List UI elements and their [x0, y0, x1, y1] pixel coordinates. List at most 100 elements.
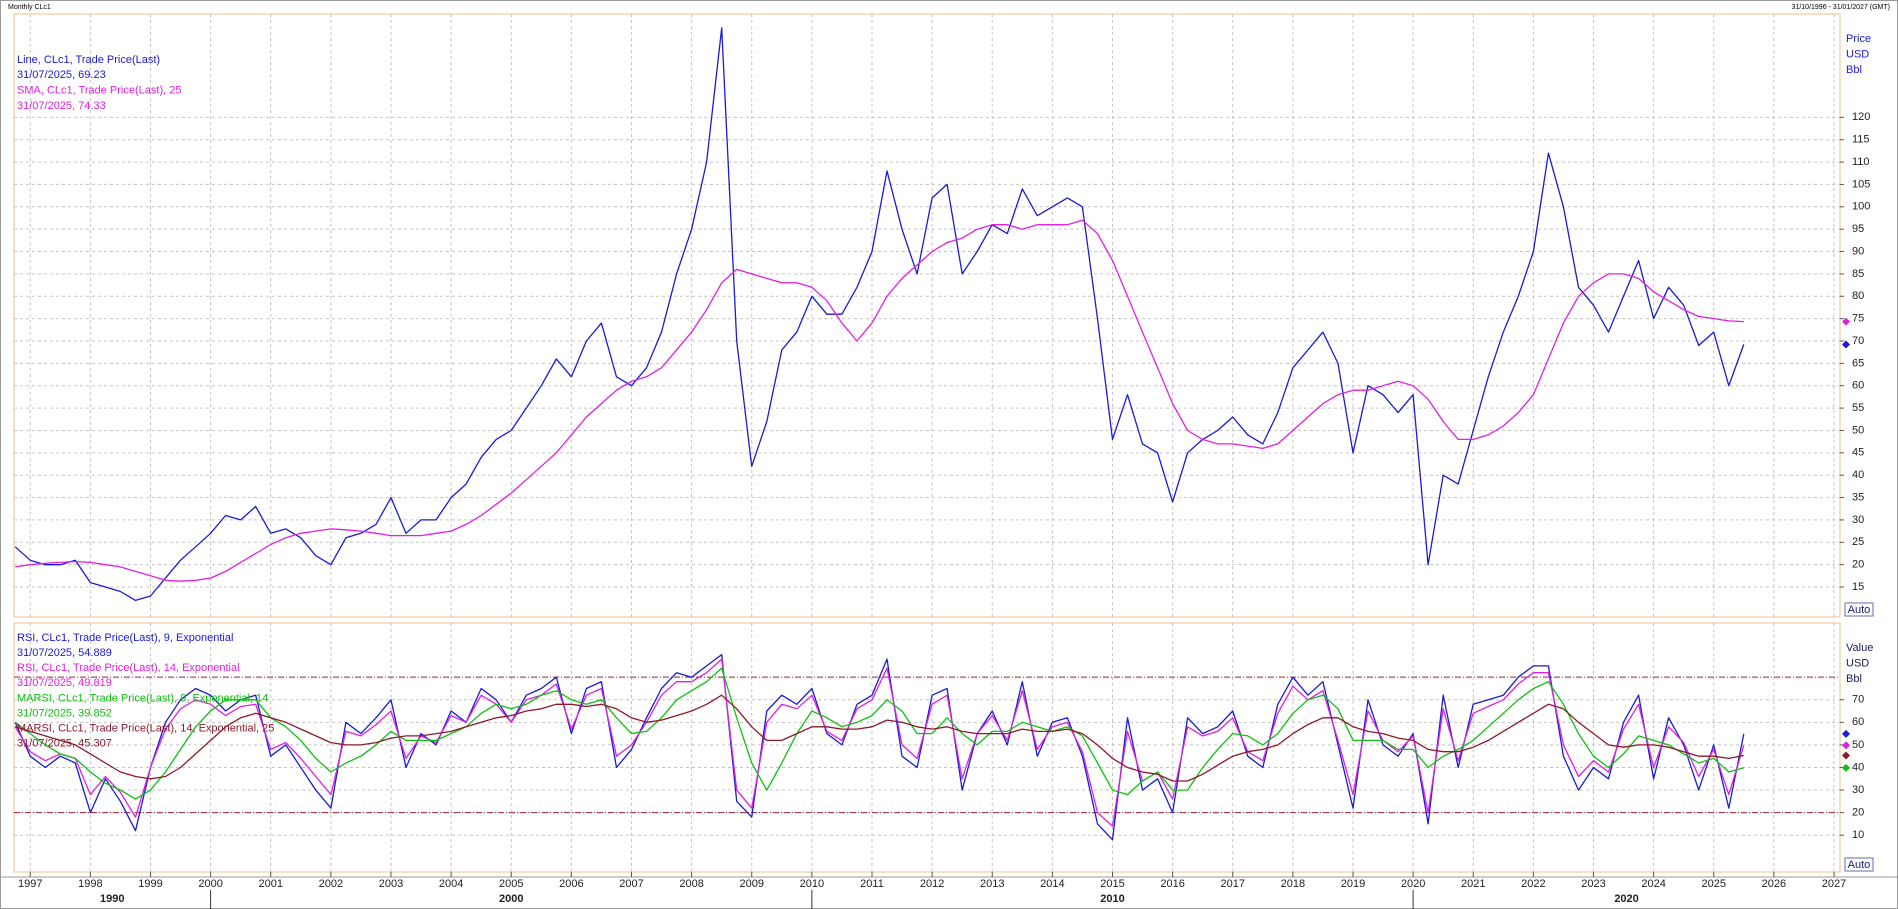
last-value-marker	[1842, 741, 1850, 750]
y-tick-label: 70	[1852, 335, 1864, 347]
x-tick-label: 2023	[1581, 878, 1605, 890]
x-tick-label: 2001	[258, 878, 282, 890]
y-tick-label: 40	[1852, 761, 1864, 773]
y-tick-label: 20	[1852, 559, 1864, 571]
last-value-marker	[1842, 317, 1850, 326]
chart-title: Monthly CLc1	[8, 4, 51, 11]
y-tick-label: 45	[1852, 447, 1864, 459]
auto-button[interactable]	[1844, 857, 1874, 872]
y-axis-label: Price	[1846, 33, 1871, 45]
x-tick-label: 2019	[1341, 878, 1365, 890]
y-tick-label: 60	[1852, 380, 1864, 392]
y-tick-label: 95	[1852, 223, 1864, 235]
y-tick-label: 55	[1852, 402, 1864, 414]
auto-button-label[interactable]: Auto	[1848, 859, 1871, 871]
decade-label: 2020	[1614, 893, 1638, 905]
series-line	[15, 694, 1744, 782]
y-tick-label: 50	[1852, 739, 1864, 751]
x-tick-label: 2014	[1040, 878, 1064, 890]
x-tick-label: 2004	[439, 878, 463, 890]
x-tick-label: 2026	[1762, 878, 1786, 890]
legend-value: 31/07/2025, 39.852	[17, 707, 112, 719]
legend-label: RSI, CLc1, Trade Price(Last), 14, Expone…	[17, 662, 240, 674]
last-value-marker	[1842, 340, 1850, 349]
x-tick-label: 2020	[1401, 878, 1425, 890]
legend-label: MARSI, CLc1, Trade Price(Last), 9, Expon…	[17, 692, 268, 704]
x-tick-label: 2000	[198, 878, 222, 890]
legend-value: 31/07/2025, 49.819	[17, 677, 112, 689]
y-axis-label: USD	[1846, 657, 1869, 669]
y-tick-label: 70	[1852, 694, 1864, 706]
x-tick-label: 2009	[739, 878, 763, 890]
y-tick-label: 110	[1852, 156, 1870, 168]
series-line	[15, 219, 1744, 582]
legend-value: 31/07/2025, 54.889	[17, 647, 112, 659]
legend-value: 31/07/2025, 69.23	[17, 69, 106, 81]
series-line	[14, 27, 1745, 602]
last-value-marker	[1842, 763, 1850, 772]
y-tick-label: 10	[1852, 829, 1864, 841]
x-tick-label: 1997	[18, 878, 42, 890]
series-line	[14, 667, 1744, 800]
x-tick-label: 1998	[78, 878, 102, 890]
y-tick-label: 35	[1852, 491, 1864, 503]
legend-value: 31/07/2025, 45.307	[17, 738, 112, 750]
y-axis-label: USD	[1846, 48, 1869, 60]
y-tick-label: 30	[1852, 784, 1864, 796]
auto-button-label[interactable]: Auto	[1848, 604, 1871, 616]
y-axis-label: Value	[1846, 642, 1873, 654]
plot-area	[13, 622, 1841, 873]
y-tick-label: 80	[1852, 290, 1864, 302]
y-tick-label: 30	[1852, 514, 1864, 526]
x-tick-label: 2025	[1701, 878, 1725, 890]
legend-label: Line, CLc1, Trade Price(Last)	[17, 54, 160, 66]
x-tick-label: 2021	[1461, 878, 1485, 890]
last-value-marker	[1842, 729, 1850, 738]
last-value-marker	[1842, 751, 1850, 760]
x-tick-label: 2006	[559, 878, 583, 890]
x-tick-label: 2022	[1521, 878, 1545, 890]
x-tick-label: 2005	[499, 878, 523, 890]
y-tick-label: 50	[1852, 424, 1864, 436]
x-tick-label: 2024	[1641, 878, 1665, 890]
decade-label: 1990	[100, 893, 124, 905]
legend-value: 31/07/2025, 74.33	[17, 100, 106, 112]
x-tick-label: 2012	[920, 878, 944, 890]
plot-area	[13, 13, 1841, 618]
y-axis-label: Bbl	[1846, 64, 1862, 76]
y-tick-label: 25	[1852, 536, 1864, 548]
decade-label: 2000	[499, 893, 523, 905]
x-tick-label: 2015	[1100, 878, 1124, 890]
y-tick-label: 65	[1852, 357, 1864, 369]
auto-button[interactable]	[1844, 602, 1874, 617]
x-tick-label: 2008	[679, 878, 703, 890]
x-tick-label: 2013	[980, 878, 1004, 890]
y-tick-label: 40	[1852, 469, 1864, 481]
legend-label: SMA, CLc1, Trade Price(Last), 25	[17, 85, 181, 97]
x-tick-label: 2010	[800, 878, 824, 890]
legend-label: MARSI, CLc1, Trade Price(Last), 14, Expo…	[17, 723, 274, 735]
y-tick-label: 90	[1852, 245, 1864, 257]
y-tick-label: 120	[1852, 111, 1870, 123]
chart-subtitle: 31/10/1996 - 31/01/2027 (GMT)	[1792, 4, 1890, 11]
x-tick-label: 2016	[1160, 878, 1184, 890]
x-tick-label: 2017	[1220, 878, 1244, 890]
y-tick-label: 115	[1852, 134, 1870, 146]
x-tick-label: 2027	[1822, 878, 1846, 890]
x-tick-label: 2007	[619, 878, 643, 890]
y-tick-label: 20	[1852, 807, 1864, 819]
y-tick-label: 75	[1852, 313, 1864, 325]
y-tick-label: 85	[1852, 268, 1864, 280]
y-tick-label: 60	[1852, 716, 1864, 728]
y-tick-label: 105	[1852, 178, 1870, 190]
x-tick-label: 1999	[138, 878, 162, 890]
x-tick-label: 2003	[379, 878, 403, 890]
x-tick-label: 2018	[1281, 878, 1305, 890]
y-tick-label: 15	[1852, 581, 1864, 593]
x-tick-label: 2011	[860, 878, 884, 890]
y-axis-label: Bbl	[1846, 673, 1862, 685]
x-tick-label: 2002	[319, 878, 343, 890]
legend-label: RSI, CLc1, Trade Price(Last), 9, Exponen…	[17, 632, 233, 644]
